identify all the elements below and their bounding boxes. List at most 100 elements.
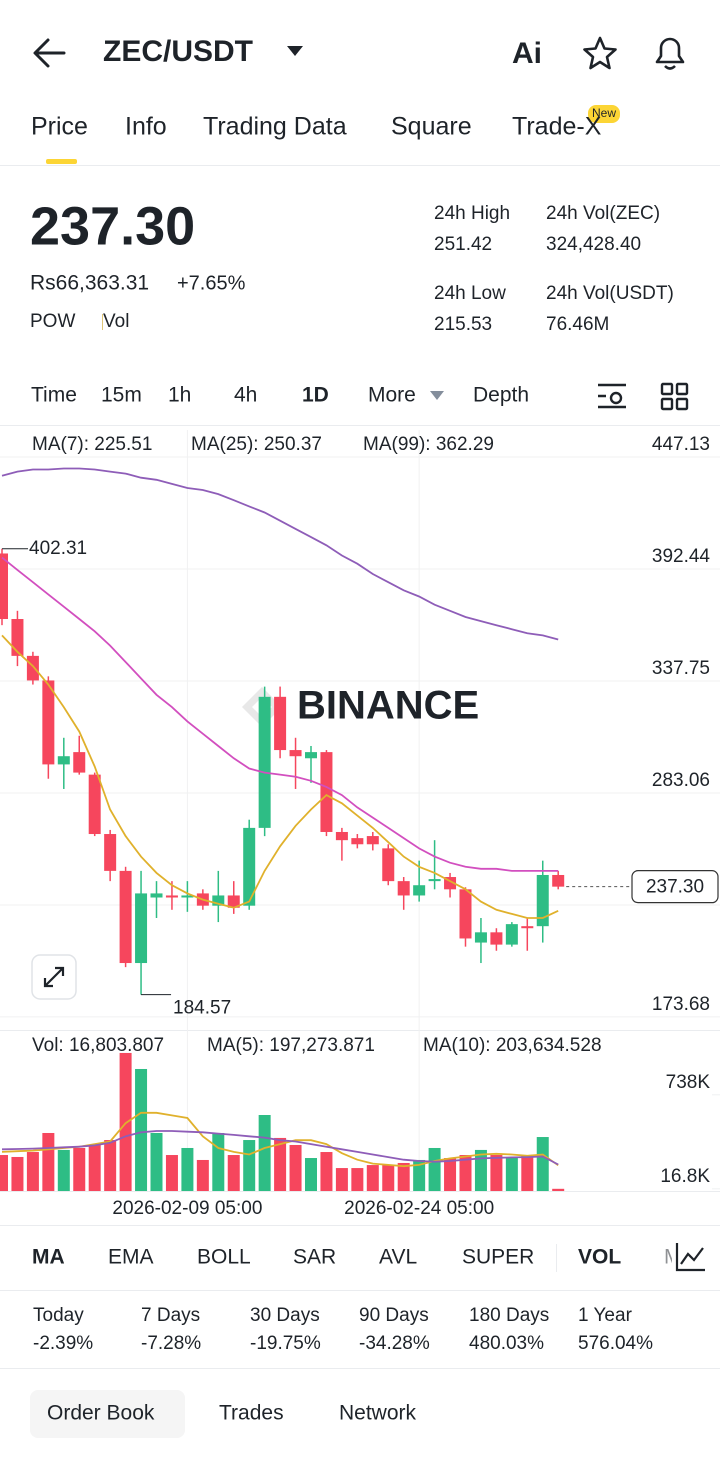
interval-tab[interactable]: 15m xyxy=(101,384,142,407)
indicator-tab[interactable]: VOL xyxy=(578,1246,621,1269)
stat-value: 251.42 xyxy=(434,234,492,255)
ma-line xyxy=(1,634,559,919)
tag-divider xyxy=(102,314,103,330)
volume-bar xyxy=(11,1156,24,1191)
volume-bar xyxy=(521,1155,534,1191)
pair-dropdown[interactable] xyxy=(287,46,303,56)
indicator-tab[interactable]: AVL xyxy=(379,1246,417,1269)
legend-entry: MA(99): 362.29 xyxy=(363,434,494,455)
candle-body xyxy=(382,848,395,882)
alert-button[interactable] xyxy=(655,37,685,70)
volume-bar xyxy=(227,1155,240,1191)
volume-bar xyxy=(413,1159,426,1191)
tab[interactable]: Trading Data xyxy=(203,113,347,141)
volume-bar xyxy=(274,1137,287,1191)
tab-indicator xyxy=(46,159,77,164)
interval-tab[interactable]: 1D xyxy=(302,384,329,407)
texts: ZEC/USDT Ai Price Info Trading Data Square Tra… xyxy=(30,35,674,1425)
indicator-tab[interactable]: SAR xyxy=(293,1246,336,1269)
candle-body xyxy=(474,932,487,943)
performance-value: -2.39% xyxy=(33,1333,93,1354)
interval-tab[interactable]: Depth xyxy=(473,384,529,407)
bottom-tab[interactable]: Network xyxy=(339,1402,417,1425)
candle-body xyxy=(413,885,426,896)
volume-bar xyxy=(73,1147,86,1191)
expand-button[interactable] xyxy=(31,954,77,1000)
divider xyxy=(0,1225,720,1226)
candle-body xyxy=(428,879,441,882)
candle-body xyxy=(73,752,86,773)
volume-bar xyxy=(57,1149,70,1191)
performance-label: Today xyxy=(33,1305,84,1326)
volume-bar xyxy=(536,1137,549,1191)
stat-value: 215.53 xyxy=(434,314,492,335)
interval-tab[interactable]: 4h xyxy=(234,384,257,407)
candle-body xyxy=(11,619,24,656)
stat-label: 24h Vol(USDT) xyxy=(546,283,674,304)
pair-title[interactable]: ZEC/USDT xyxy=(103,35,253,68)
volume-bar xyxy=(474,1149,487,1191)
interval-tab[interactable]: Time xyxy=(31,384,77,407)
candle-body xyxy=(351,838,364,845)
chart-settings-button[interactable] xyxy=(598,383,626,409)
y-tick-label: 447.13 xyxy=(652,434,710,455)
indicator-settings-button[interactable] xyxy=(675,1243,705,1272)
volume-bar xyxy=(459,1155,472,1191)
divider xyxy=(0,1191,720,1192)
interval-tab[interactable]: 1h xyxy=(168,384,191,407)
bottom-tab[interactable]: Order Book xyxy=(47,1402,155,1425)
volume-bar xyxy=(104,1140,117,1191)
divider xyxy=(0,1290,720,1291)
indicator-tab[interactable]: MA xyxy=(32,1246,65,1269)
performance-label: 30 Days xyxy=(250,1305,320,1326)
ai-button[interactable]: Ai xyxy=(512,37,542,70)
volume-bar xyxy=(366,1165,379,1191)
divider xyxy=(556,1244,557,1272)
tab-fade xyxy=(664,1240,720,1280)
tab[interactable]: Trade-X xyxy=(512,113,602,141)
layout-button[interactable] xyxy=(660,382,689,411)
y-tick-label: 337.75 xyxy=(652,658,710,679)
bottom-tab[interactable]: Trades xyxy=(219,1402,284,1425)
y-tick-label: 173.68 xyxy=(652,994,710,1015)
candle-body xyxy=(397,881,410,896)
legend-entry: MA(10): 203,634.528 xyxy=(423,1035,602,1056)
tab[interactable]: Square xyxy=(391,113,472,141)
y-tick-label: 392.44 xyxy=(652,546,711,567)
y-tick-label: 16.8K xyxy=(660,1166,710,1187)
new-badge: New xyxy=(592,106,616,120)
volume-bar xyxy=(181,1147,194,1191)
volume-bar xyxy=(382,1165,395,1191)
indicator-tab[interactable]: BOLL xyxy=(197,1246,251,1269)
favorite-button[interactable] xyxy=(583,36,617,70)
tab-pill xyxy=(30,1390,185,1438)
stat-value: 324,428.40 xyxy=(546,234,641,255)
watermark: BINANCE xyxy=(297,684,479,728)
performance-label: 180 Days xyxy=(469,1305,549,1326)
last-price: 237.30 xyxy=(30,196,195,256)
tag: POW xyxy=(30,311,75,332)
interval-tab[interactable]: More xyxy=(368,384,416,407)
tag: Vol xyxy=(103,311,129,332)
tab[interactable]: Price xyxy=(31,113,88,141)
tab[interactable]: Info xyxy=(125,113,167,141)
candle-body xyxy=(57,756,70,765)
indicator-tab[interactable]: EMA xyxy=(108,1246,154,1269)
volume-bar xyxy=(212,1132,225,1191)
candle-body xyxy=(320,752,333,832)
volume-bar xyxy=(490,1155,503,1191)
candle-body xyxy=(258,696,271,828)
candle-body xyxy=(42,680,55,765)
candle-body xyxy=(26,655,39,681)
candle-body xyxy=(135,893,148,964)
candle-body xyxy=(305,752,317,759)
candle-body xyxy=(521,926,534,929)
volume-bar xyxy=(552,1188,565,1191)
candle-body xyxy=(119,870,132,964)
candle-body xyxy=(181,895,194,898)
indicator-tab[interactable]: SUPER xyxy=(462,1246,534,1269)
back-button[interactable] xyxy=(33,38,66,68)
legend-entry: MA(25): 250.37 xyxy=(191,434,322,455)
more-caret xyxy=(430,391,444,400)
